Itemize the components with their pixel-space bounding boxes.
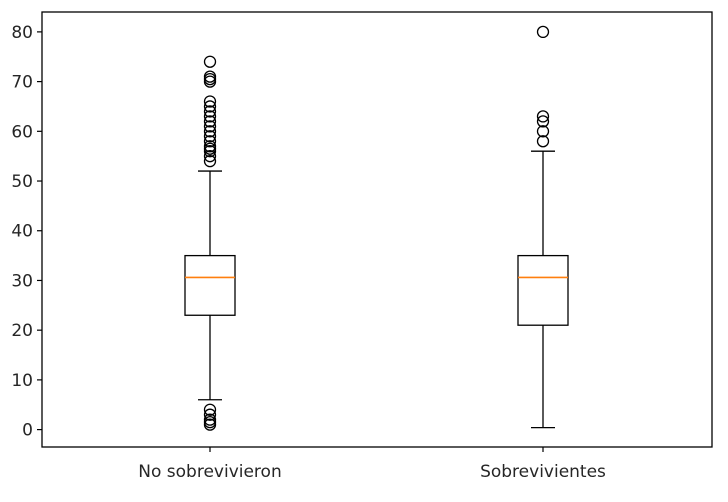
outlier-point xyxy=(203,105,217,118)
outlier-point xyxy=(203,115,217,128)
outlier-point xyxy=(203,403,217,416)
y-tick-label: 10 xyxy=(11,371,33,391)
y-tick-label: 20 xyxy=(11,321,33,341)
outlier-point xyxy=(203,135,217,148)
outlier-point xyxy=(536,135,550,148)
outlier-point xyxy=(203,408,217,421)
outlier-point xyxy=(536,110,550,123)
x-tick-label: No sobrevivieron xyxy=(138,462,281,482)
iqr-box xyxy=(517,254,569,326)
y-tick-label: 50 xyxy=(11,172,33,192)
iqr-box xyxy=(184,254,236,316)
axes-frame xyxy=(41,11,713,448)
outlier-point xyxy=(203,70,217,83)
outlier-point xyxy=(203,150,217,163)
outlier-point xyxy=(203,110,217,123)
outlier-point xyxy=(203,140,217,153)
outlier-point xyxy=(203,120,217,133)
plot-area: 0 10 20 30 40 50 60 70 80 No sobrevivieron Sobrevi… xyxy=(11,11,713,482)
outlier-point xyxy=(203,125,217,138)
y-tick-label: 70 xyxy=(11,73,33,93)
x-tick-label: Sobrevivientes xyxy=(480,462,606,482)
outlier-point xyxy=(203,130,217,143)
y-tick-label: 40 xyxy=(11,222,33,242)
outlier-point xyxy=(203,154,217,168)
outlier-point xyxy=(203,55,217,68)
y-tick-label: 0 xyxy=(22,421,33,441)
outlier-point xyxy=(203,413,217,426)
outlier-point xyxy=(203,72,217,86)
outlier-point xyxy=(203,95,217,108)
outlier-point xyxy=(536,25,550,39)
outlier-point xyxy=(203,100,217,113)
y-tick-label: 80 xyxy=(11,23,33,43)
outlier-point xyxy=(536,125,550,138)
y-tick-label: 30 xyxy=(11,271,33,291)
y-tick-label: 60 xyxy=(11,122,33,142)
outlier-point xyxy=(536,115,550,128)
